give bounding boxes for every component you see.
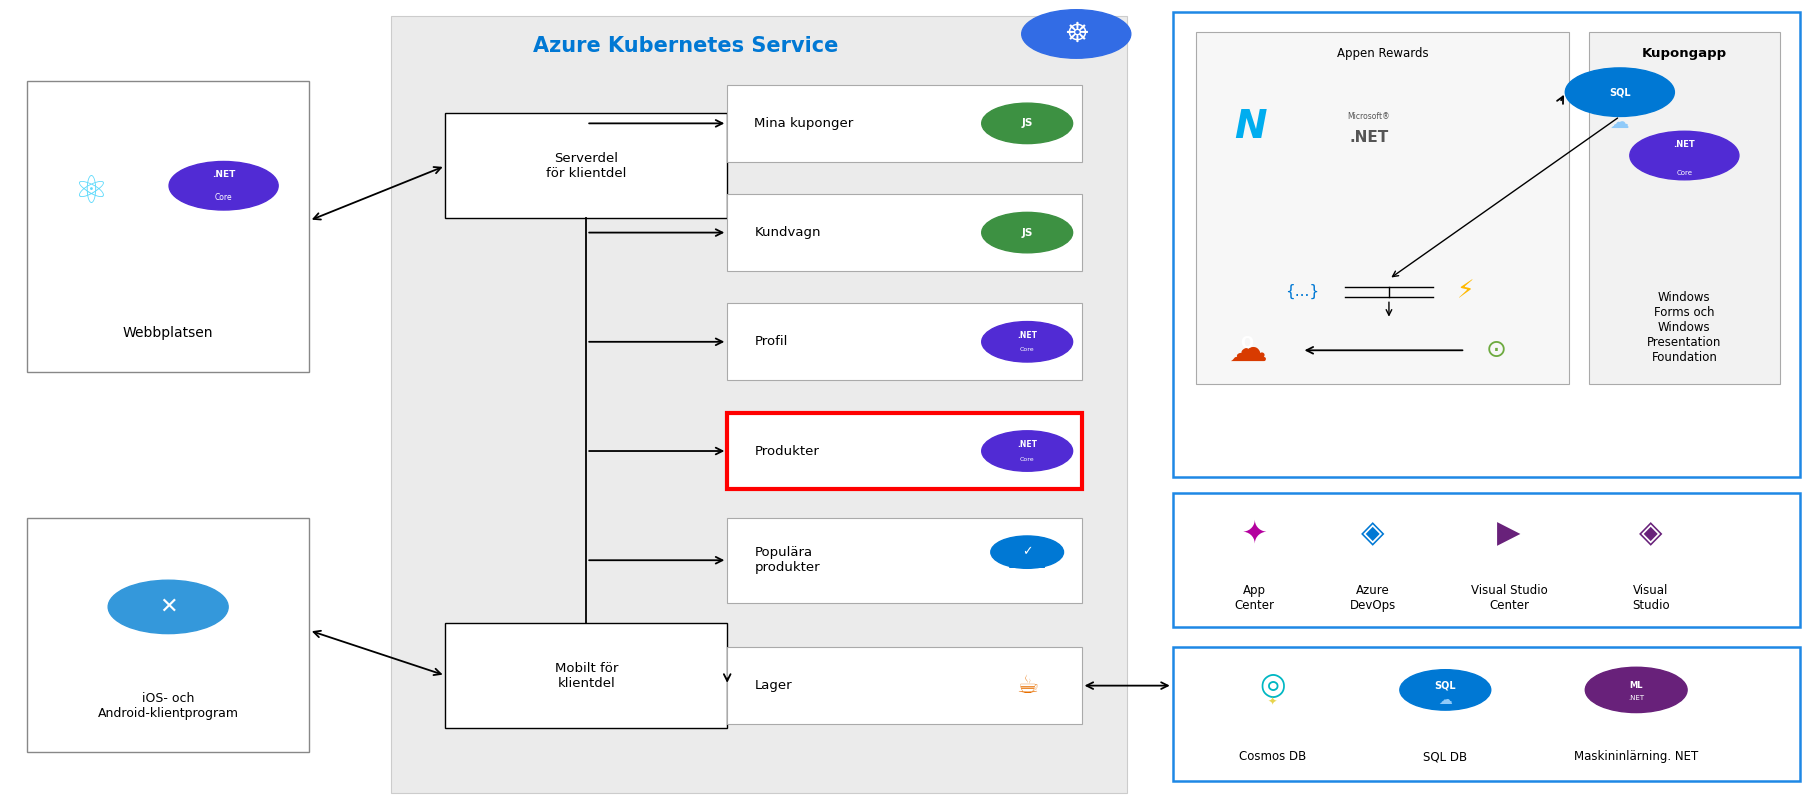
Text: Azure Kubernetes Service: Azure Kubernetes Service — [533, 36, 838, 57]
Text: .NET: .NET — [213, 170, 235, 179]
Bar — [391, 16, 1127, 793]
Text: Maskininlärning. NET: Maskininlärning. NET — [1574, 750, 1698, 763]
Text: Serverdel
för klientdel: Serverdel för klientdel — [545, 152, 627, 180]
Text: JS: JS — [1022, 227, 1033, 238]
Text: Azure
DevOps: Azure DevOps — [1349, 583, 1396, 612]
Text: ☁: ☁ — [1227, 332, 1267, 369]
Text: Populära
produkter: Populära produkter — [754, 546, 820, 574]
Circle shape — [169, 162, 278, 210]
Text: Lager: Lager — [754, 679, 793, 693]
Text: Visual Studio
Center: Visual Studio Center — [1471, 583, 1547, 612]
Text: Mobilt för
klientdel: Mobilt för klientdel — [554, 662, 618, 689]
Text: .NET: .NET — [1016, 331, 1038, 340]
Bar — [1196, 32, 1569, 384]
Text: Core: Core — [215, 193, 233, 202]
Bar — [1173, 647, 1800, 781]
Circle shape — [991, 536, 1064, 568]
Bar — [727, 194, 1082, 271]
Text: SQL: SQL — [1434, 681, 1456, 691]
Text: ML: ML — [1629, 680, 1643, 689]
Text: .NET: .NET — [1629, 695, 1643, 701]
Text: Profil: Profil — [754, 335, 787, 349]
Bar — [727, 413, 1082, 489]
Bar — [727, 85, 1082, 162]
Text: .NET: .NET — [1016, 440, 1038, 449]
Text: Produkter: Produkter — [754, 444, 820, 458]
Text: Mina kuponger: Mina kuponger — [754, 116, 854, 130]
Text: ☕: ☕ — [1016, 674, 1038, 697]
Text: Core: Core — [1020, 347, 1034, 353]
Text: App
Center: App Center — [1234, 583, 1274, 612]
Circle shape — [982, 212, 1073, 253]
Text: Microsoft®: Microsoft® — [1347, 112, 1391, 121]
Bar — [1173, 12, 1800, 477]
Circle shape — [107, 580, 229, 633]
Bar — [727, 647, 1082, 724]
Text: ◎: ◎ — [1260, 671, 1285, 701]
Bar — [727, 518, 1082, 603]
Text: ✦: ✦ — [1267, 697, 1278, 707]
Text: Cosmos DB: Cosmos DB — [1240, 750, 1305, 763]
Bar — [1009, 554, 1045, 569]
Text: JS: JS — [1022, 118, 1033, 129]
Text: N: N — [1234, 108, 1267, 146]
Text: ▶: ▶ — [1498, 519, 1520, 548]
Circle shape — [1585, 667, 1687, 713]
Text: .NET: .NET — [1674, 141, 1694, 150]
Text: ⚡: ⚡ — [1456, 279, 1474, 303]
Text: ✓: ✓ — [1022, 545, 1033, 559]
Text: .NET: .NET — [1349, 130, 1389, 146]
Bar — [727, 303, 1082, 380]
Text: Visual
Studio: Visual Studio — [1633, 583, 1669, 612]
Circle shape — [1400, 670, 1491, 710]
Bar — [27, 81, 309, 372]
Text: iOS- och
Android-klientprogram: iOS- och Android-klientprogram — [98, 692, 238, 720]
Text: Core: Core — [1676, 170, 1693, 176]
Text: Kundvagn: Kundvagn — [754, 226, 822, 239]
Text: ☁: ☁ — [1438, 693, 1453, 706]
Circle shape — [1565, 68, 1674, 116]
Circle shape — [1022, 10, 1131, 58]
Circle shape — [1629, 131, 1738, 180]
Circle shape — [982, 321, 1073, 362]
Bar — [1173, 493, 1800, 627]
Text: ✕: ✕ — [158, 597, 178, 617]
Text: ◈: ◈ — [1640, 519, 1662, 548]
Text: ◈: ◈ — [1362, 519, 1383, 548]
Text: Kupongapp: Kupongapp — [1642, 47, 1727, 60]
Text: Appen Rewards: Appen Rewards — [1336, 47, 1429, 60]
Text: ☁: ☁ — [1611, 113, 1629, 133]
Circle shape — [982, 103, 1073, 144]
Text: Webbplatsen: Webbplatsen — [124, 326, 213, 340]
Text: ⊙: ⊙ — [1485, 338, 1507, 362]
Bar — [1589, 32, 1780, 384]
Text: {...}: {...} — [1285, 284, 1318, 299]
Text: SQL DB: SQL DB — [1423, 750, 1467, 763]
Text: ☸: ☸ — [1064, 20, 1089, 48]
Circle shape — [982, 430, 1073, 471]
Bar — [27, 518, 309, 752]
Text: SQL: SQL — [1609, 87, 1631, 97]
Bar — [445, 623, 727, 728]
Text: Windows
Forms och
Windows
Presentation
Foundation: Windows Forms och Windows Presentation F… — [1647, 291, 1722, 364]
Text: ✦: ✦ — [1242, 519, 1267, 548]
Text: Core: Core — [1020, 456, 1034, 462]
Bar — [445, 113, 727, 218]
Text: ⚛: ⚛ — [73, 172, 109, 210]
Text: O: O — [1240, 337, 1254, 351]
